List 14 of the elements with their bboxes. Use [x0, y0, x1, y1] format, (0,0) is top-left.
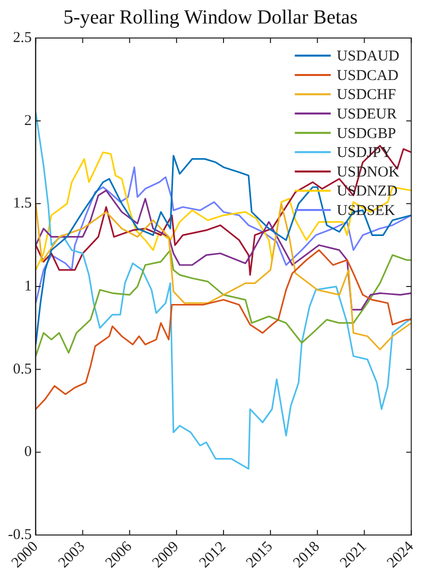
y-tick-label: -0.5 [8, 526, 32, 543]
legend-label: USDCHF [336, 87, 396, 104]
legend-label: USDEUR [336, 106, 397, 122]
x-tick-label: 2021 [337, 538, 370, 572]
chart-title: 5-year Rolling Window Dollar Betas [63, 6, 358, 28]
legend-label: USDAUD [336, 48, 400, 65]
y-tick-label: 0 [24, 444, 32, 460]
y-tick-label: 2 [24, 112, 32, 129]
y-tick-label: 0.5 [12, 361, 32, 378]
y-tick-label: 1 [24, 278, 32, 294]
y-tick-label: 1.5 [12, 196, 32, 212]
legend-label: USDCAD [336, 68, 399, 84]
y-tick-label: 2.5 [12, 30, 32, 46]
legend-label: USDGBP [336, 126, 396, 142]
